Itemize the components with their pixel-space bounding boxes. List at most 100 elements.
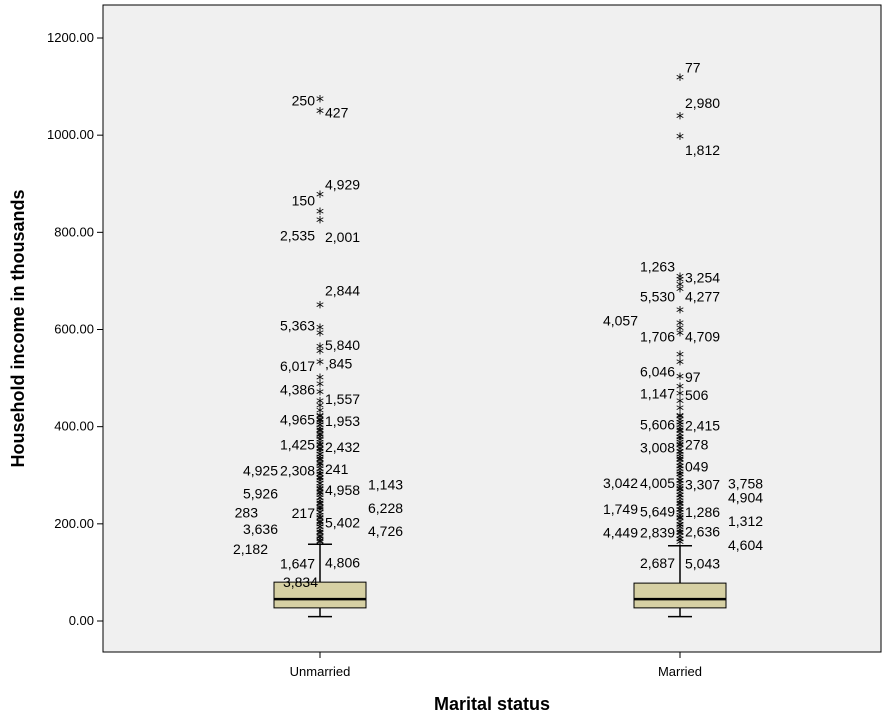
outlier-marker: *: [676, 437, 684, 456]
outlier-marker: *: [676, 491, 684, 510]
outlier-marker: *: [676, 534, 684, 553]
outlier-label: 1,953: [325, 413, 360, 429]
outlier-marker: *: [676, 393, 684, 412]
outlier-marker: *: [316, 496, 324, 515]
box-iqr: [633, 582, 727, 609]
outlier-marker: *: [676, 464, 684, 483]
outlier-marker: *: [316, 525, 324, 544]
outlier-marker: *: [316, 466, 324, 485]
outlier-marker: *: [676, 444, 684, 463]
outlier-label: 4,005: [640, 475, 675, 491]
outlier-marker: *: [676, 282, 684, 301]
outlier-marker: *: [676, 452, 684, 471]
outlier-marker: *: [676, 421, 684, 440]
outlier-marker: *: [676, 453, 684, 472]
outlier-marker: *: [316, 429, 324, 448]
y-tick-label: 400.00: [54, 419, 94, 434]
outlier-label: 4,449: [603, 525, 638, 541]
outlier-label: 5,840: [325, 337, 360, 353]
outlier-marker: *: [676, 444, 684, 463]
plot-area: [102, 4, 882, 653]
outlier-label: 4,904: [728, 490, 763, 506]
outlier-marker: *: [316, 529, 324, 548]
outlier-marker: *: [316, 457, 324, 476]
outlier-marker: *: [316, 385, 324, 404]
outlier-marker: *: [316, 453, 324, 472]
outlier-marker: *: [676, 355, 684, 374]
outlier-marker: *: [316, 408, 324, 427]
outlier-marker: *: [316, 528, 324, 547]
outlier-marker: *: [316, 473, 324, 492]
outlier-marker: *: [676, 321, 684, 340]
outlier-label: 150: [292, 192, 316, 208]
outlier-label: 250: [292, 93, 316, 109]
outlier-marker: *: [676, 520, 684, 539]
outlier-marker: *: [316, 500, 324, 519]
outlier-marker: *: [316, 409, 324, 428]
outlier-label: 217: [292, 505, 316, 521]
outlier-marker: *: [316, 510, 324, 529]
outlier-marker: *: [676, 450, 684, 469]
outlier-marker: *: [676, 488, 684, 507]
outlier-label: 6,046: [640, 363, 675, 379]
outlier-marker: *: [676, 525, 684, 544]
outlier-marker: *: [316, 476, 324, 495]
outlier-marker: *: [676, 495, 684, 514]
outlier-label: 77: [685, 60, 701, 76]
outlier-label: 4,925: [243, 462, 278, 478]
outlier-marker: *: [316, 441, 324, 460]
outlier-marker: *: [316, 526, 324, 545]
outlier-marker: *: [676, 476, 684, 495]
outlier-marker: *: [676, 423, 684, 442]
outlier-marker: *: [676, 467, 684, 486]
outlier-marker: *: [316, 413, 324, 432]
outlier-marker: *: [676, 412, 684, 431]
outlier-marker: *: [676, 505, 684, 524]
outlier-label: 506: [685, 387, 709, 403]
outlier-label: 049: [685, 459, 709, 475]
outlier-label: 5,926: [243, 486, 278, 502]
outlier-marker: *: [316, 376, 324, 395]
outlier-label: 1,143: [368, 476, 403, 492]
outlier-label: 97: [685, 369, 701, 385]
outlier-marker: *: [316, 418, 324, 437]
outlier-marker: *: [676, 441, 684, 460]
outlier-marker: *: [676, 277, 684, 296]
outlier-marker: *: [316, 531, 324, 550]
outlier-marker: *: [316, 437, 324, 456]
outlier-label: 2,844: [325, 283, 360, 299]
outlier-marker: *: [316, 508, 324, 527]
outlier-label: 5,363: [280, 318, 315, 334]
outlier-marker: *: [676, 129, 684, 148]
outlier-marker: *: [316, 298, 324, 317]
outlier-marker: *: [676, 493, 684, 512]
outlier-marker: *: [316, 213, 324, 232]
outlier-marker: *: [676, 511, 684, 530]
outlier-label: 1,286: [685, 504, 720, 520]
outlier-marker: *: [316, 491, 324, 510]
outlier-marker: *: [676, 429, 684, 448]
outlier-marker: *: [316, 403, 324, 422]
outlier-label: 241: [325, 461, 349, 477]
outlier-marker: *: [676, 508, 684, 527]
outlier-marker: *: [676, 502, 684, 521]
outlier-marker: *: [676, 269, 684, 288]
outlier-marker: *: [316, 523, 324, 542]
outlier-marker: *: [676, 430, 684, 449]
outlier-marker: *: [676, 438, 684, 457]
outlier-label: 3,254: [685, 270, 720, 286]
outlier-marker: *: [316, 432, 324, 451]
outlier-marker: *: [676, 447, 684, 466]
outlier-label: 3,758: [728, 476, 763, 492]
outlier-marker: *: [316, 412, 324, 431]
outlier-marker: *: [316, 423, 324, 442]
outlier-marker: *: [316, 464, 324, 483]
outlier-label: 2,415: [685, 418, 720, 434]
outlier-marker: *: [316, 517, 324, 536]
outlier-marker: *: [316, 499, 324, 518]
outlier-marker: *: [676, 435, 684, 454]
outlier-label: 2,535: [280, 228, 315, 244]
outlier-label: 4,726: [368, 523, 403, 539]
outlier-marker: *: [676, 432, 684, 451]
outlier-label: 2,980: [685, 95, 720, 111]
